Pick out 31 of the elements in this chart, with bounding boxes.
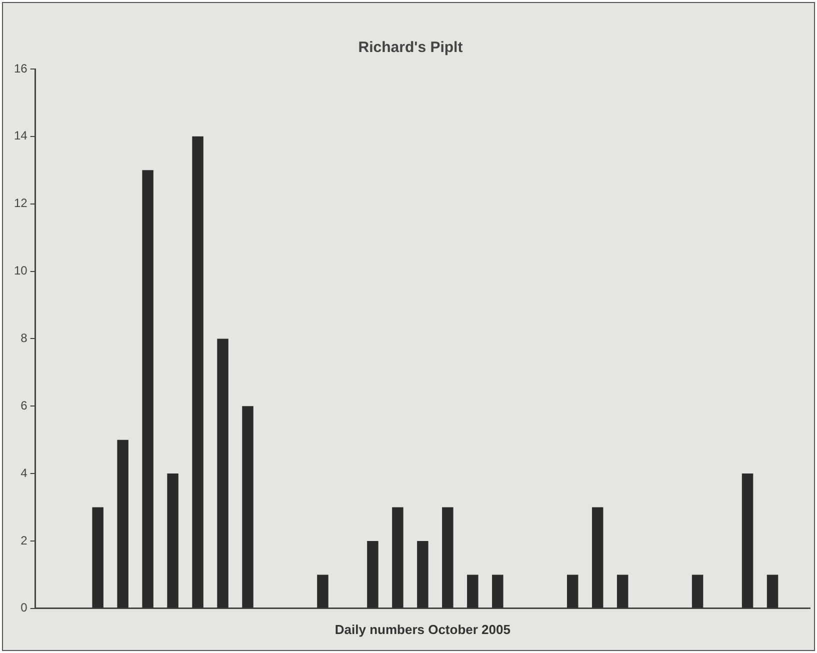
- y-tick-label: 10: [14, 264, 28, 278]
- bar: [766, 574, 778, 608]
- bar: [367, 540, 378, 608]
- bar: [392, 507, 404, 608]
- x-axis-title: Daily numbers October 2005: [334, 622, 510, 637]
- bar: [317, 574, 328, 608]
- bar: [566, 574, 578, 608]
- y-tick-label: 4: [20, 466, 28, 480]
- bar: [442, 507, 454, 608]
- y-tick-label: 0: [20, 600, 28, 615]
- y-tick-label: 12: [14, 196, 28, 210]
- bar: [92, 507, 104, 608]
- bar: [742, 474, 754, 608]
- y-tick-label: 2: [20, 533, 28, 548]
- bar: [417, 540, 428, 608]
- bar: [192, 136, 204, 608]
- bar: [142, 170, 154, 608]
- chart-title: Richard's Piplt: [358, 39, 463, 56]
- bar: [242, 406, 254, 608]
- bar: [167, 474, 178, 608]
- y-tick-label: 14: [14, 128, 28, 143]
- bar: [467, 574, 478, 608]
- y-tick-label: 16: [14, 61, 28, 76]
- y-tick-label: 6: [20, 398, 28, 412]
- bar: [616, 574, 628, 608]
- bar: [117, 440, 128, 608]
- bar: [492, 574, 504, 608]
- bar: [592, 507, 604, 608]
- bar: [692, 574, 704, 608]
- bar: [217, 338, 228, 608]
- y-tick-label: 8: [20, 331, 28, 346]
